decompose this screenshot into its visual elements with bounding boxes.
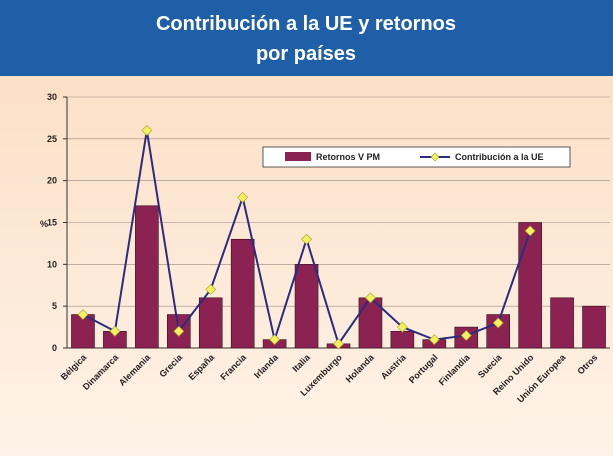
- marker: [428, 334, 440, 346]
- marker: [524, 225, 536, 237]
- legend-label: Retornos V PM: [316, 152, 380, 162]
- marker: [141, 125, 153, 136]
- title-line: por países: [256, 43, 356, 65]
- bar: [198, 297, 223, 349]
- marker: [333, 338, 344, 350]
- y-tick-label: 10: [47, 259, 57, 269]
- marker: [205, 284, 217, 295]
- legend-swatch: [285, 152, 311, 161]
- marker: [492, 317, 504, 329]
- bar: [294, 264, 319, 349]
- bar: [582, 305, 606, 349]
- header: [0, 0, 613, 76]
- marker: [396, 321, 408, 333]
- bar: [230, 238, 255, 349]
- marker: [77, 309, 89, 320]
- bar: [390, 330, 415, 349]
- y-tick-label: 25: [47, 134, 57, 144]
- y-tick-label: 15: [47, 218, 57, 228]
- marker: [460, 330, 472, 341]
- bar: [135, 205, 159, 349]
- y-tick-label: 0: [52, 343, 57, 353]
- y-tick-label: 5: [52, 301, 57, 311]
- bar: [518, 222, 542, 349]
- bar: [486, 314, 511, 349]
- marker: [173, 325, 185, 337]
- legend-box: [262, 146, 571, 168]
- y-tick-label: 20: [47, 176, 57, 186]
- y-tick-label: 30: [47, 92, 57, 102]
- title-line: Contribución a la UE y retornos: [156, 13, 456, 35]
- marker: [269, 334, 281, 346]
- bar: [550, 297, 574, 349]
- legend-label: Contribución a la UE: [455, 152, 544, 162]
- marker: [109, 325, 121, 337]
- legend-swatch: [430, 152, 440, 162]
- marker: [237, 191, 249, 203]
- marker: [301, 233, 312, 245]
- marker: [365, 292, 376, 304]
- y-axis-label: %: [40, 219, 48, 229]
